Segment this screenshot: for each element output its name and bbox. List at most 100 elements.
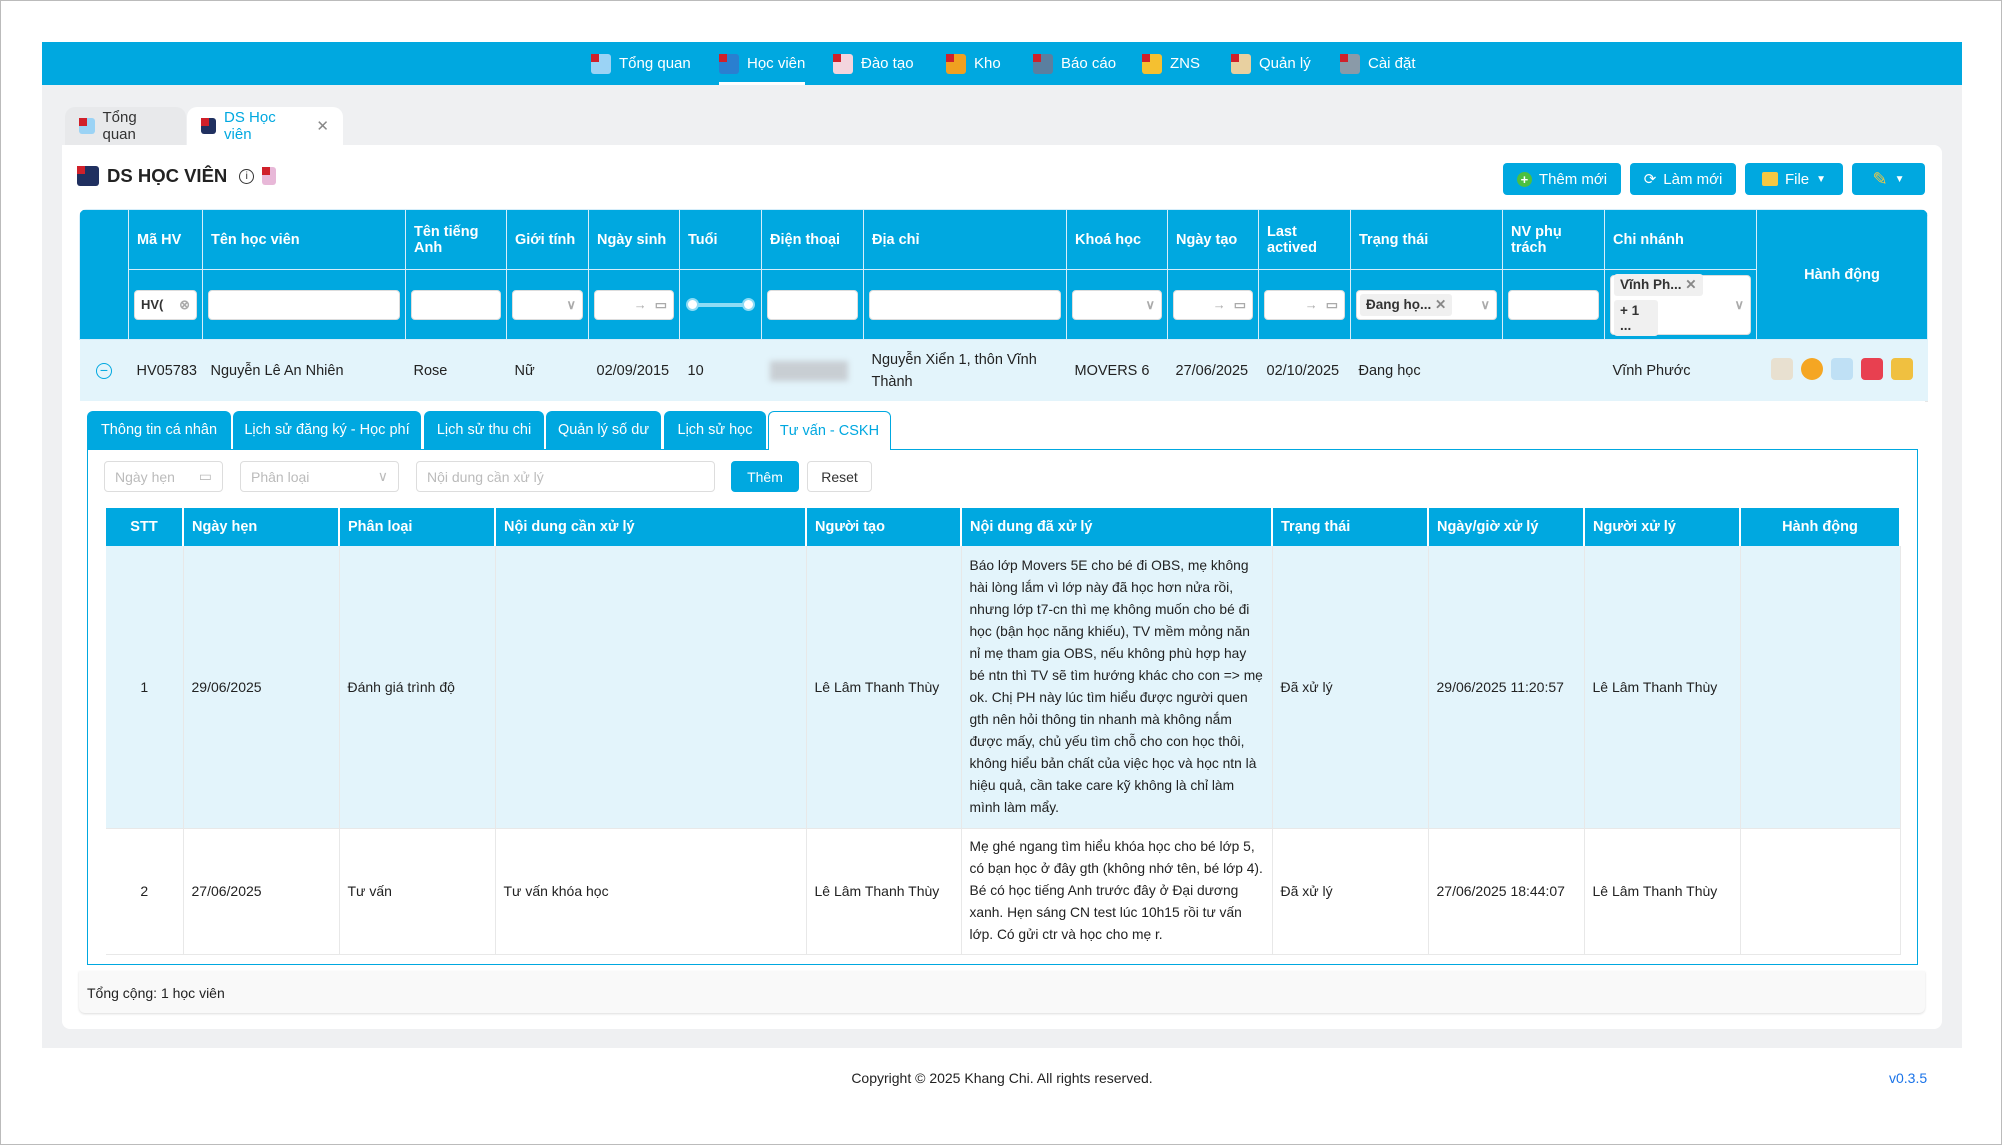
document-icon[interactable] — [1830, 357, 1853, 380]
graduation-cap-icon — [77, 166, 99, 186]
collapse-icon[interactable]: − — [96, 362, 112, 379]
user-icon[interactable] — [262, 167, 277, 185]
subtab-lich-su-dang-ky[interactable]: Lịch sử đăng ký - Học phí — [233, 411, 421, 449]
dia-chi-filter[interactable] — [869, 289, 1061, 320]
col-nguoi-xu-ly: Người xử lý — [1584, 508, 1741, 546]
refresh-icon: ⟳ — [1643, 171, 1657, 188]
col-chi-nhanh[interactable]: Chi nhánh — [1604, 209, 1757, 270]
nav-label: ZNS — [1170, 55, 1200, 72]
col-dien-thoai[interactable]: Điện thoại — [761, 209, 864, 270]
page-title: DS HỌC VIÊN — [107, 165, 228, 186]
cell-nguoi-tao: Lê Lâm Thanh Thùy — [806, 546, 962, 829]
page-tab-ds-hoc-vien[interactable]: DS Học viên ✕ — [187, 107, 343, 145]
refresh-button[interactable]: ⟳ Làm mới — [1630, 163, 1736, 195]
chi-nhanh-filter[interactable]: Vĩnh Ph... ✕ + 1 ... ∨ — [1610, 273, 1751, 336]
subtab-thong-tin[interactable]: Thông tin cá nhân — [87, 411, 231, 449]
ngay-tao-filter[interactable]: → ▭ — [1173, 289, 1253, 320]
cell-khoa-hoc: MOVERS 6 — [1066, 339, 1168, 402]
col-stt: STT — [106, 508, 184, 546]
khoa-hoc-filter[interactable]: ∨ — [1072, 289, 1162, 320]
nav-quan-ly[interactable]: Quản lý — [1231, 42, 1311, 85]
col-nv-phu-trach[interactable]: NV phụ trách — [1502, 209, 1605, 270]
clear-icon[interactable]: ⊗ — [179, 296, 190, 312]
cell-hanh-dong — [1740, 828, 1901, 955]
cell-ngay-gio-xu-ly: 29/06/2025 11:20:57 — [1428, 546, 1585, 829]
nav-zns[interactable]: ZNS — [1142, 42, 1200, 85]
them-button[interactable]: Thêm — [731, 461, 799, 492]
nav-kho[interactable]: Kho — [946, 42, 1001, 85]
info-icon[interactable]: i — [239, 168, 255, 184]
subtab-thu-chi[interactable]: Lịch sử thu chi — [424, 411, 544, 449]
col-ma-hv[interactable]: Mã HV — [128, 209, 203, 270]
file-button[interactable]: File ▼ — [1745, 163, 1843, 195]
cell-tuoi: 10 — [679, 339, 762, 402]
nv-filter[interactable] — [1508, 289, 1599, 320]
more-tags: + 1 ... — [1614, 299, 1658, 336]
branch-tag: Vĩnh Ph... ✕ — [1614, 273, 1703, 296]
nav-bao-cao[interactable]: Báo cáo — [1033, 42, 1116, 85]
table-row[interactable]: 2 27/06/2025 Tư vấn Tư vấn khóa học Lê Lâm T… — [106, 828, 1901, 955]
col-last-actived[interactable]: Last actived — [1258, 209, 1351, 270]
schedule-icon[interactable] — [1890, 357, 1913, 380]
ten-tieng-anh-filter[interactable] — [411, 289, 501, 320]
trang-thai-filter[interactable]: Đang họ... ✕ ∨ — [1356, 289, 1497, 320]
ngay-hen-input[interactable]: Ngày hẹn ▭ — [104, 461, 223, 492]
col-tuoi[interactable]: Tuổi — [679, 209, 762, 270]
sale-icon[interactable] — [1860, 357, 1883, 380]
ma-hv-filter[interactable]: HV(⊗ — [134, 289, 197, 320]
close-icon[interactable]: ✕ — [1685, 276, 1697, 292]
subtab-lich-su-hoc[interactable]: Lịch sử học — [664, 411, 766, 449]
report-icon — [1033, 53, 1053, 74]
reset-button[interactable]: Reset — [807, 461, 872, 492]
calendar-icon: ▭ — [1233, 296, 1246, 312]
table-row[interactable]: 1 29/06/2025 Đánh giá trình độ Lê Lâm Thanh… — [106, 546, 1901, 829]
button-label: Thêm mới — [1538, 170, 1608, 188]
ten-filter[interactable] — [208, 289, 400, 320]
col-ten-tieng-anh[interactable]: Tên tiếng Anh — [405, 209, 507, 270]
cell-ma-hv: HV05783 — [128, 339, 203, 402]
page-tab-tong-quan[interactable]: Tổng quan — [65, 107, 186, 145]
dien-thoai-filter[interactable] — [767, 289, 858, 320]
cell-gioi-tinh: Nữ — [506, 339, 589, 402]
nav-label: Đào tạo — [861, 55, 914, 72]
age-range-slider[interactable] — [686, 297, 755, 312]
payment-icon[interactable] — [1800, 357, 1823, 380]
col-khoa-hoc[interactable]: Khoá học — [1066, 209, 1168, 270]
ngay-sinh-filter[interactable]: → ▭ — [594, 289, 674, 320]
cell-noi-dung-da-xu-ly: Báo lớp Movers 5E cho bé đi OBS, mẹ khôn… — [961, 546, 1273, 829]
col-ngay-sinh[interactable]: Ngày sinh — [588, 209, 680, 270]
cell-noi-dung-can-xu-ly: Tư vấn khóa học — [495, 828, 807, 955]
col-dia-chi[interactable]: Địa chỉ — [863, 209, 1067, 270]
close-icon[interactable]: ✕ — [1435, 296, 1447, 312]
nav-tong-quan[interactable]: Tổng quan — [591, 42, 691, 85]
phan-loai-select[interactable]: Phân loại ∨ — [240, 461, 399, 492]
placeholder: Ngày hẹn — [115, 468, 175, 485]
slider-handle-max[interactable] — [742, 297, 755, 311]
phone-blurred — [769, 360, 848, 381]
nav-hoc-vien[interactable]: Học viên — [719, 42, 806, 85]
slider-handle-min[interactable] — [686, 297, 699, 311]
nav-dao-tao[interactable]: Đào tạo — [833, 42, 914, 85]
version-label: v0.3.5 — [1889, 1070, 1928, 1086]
last-actived-filter[interactable]: → ▭ — [1264, 289, 1345, 320]
col-gioi-tinh[interactable]: Giới tính — [506, 209, 589, 270]
cell-nguoi-xu-ly: Lê Lâm Thanh Thùy — [1584, 828, 1741, 955]
tools-button[interactable]: ✎ ▼ — [1852, 163, 1925, 195]
folder-icon — [1761, 172, 1778, 186]
cell-ngay-tao: 27/06/2025 — [1167, 339, 1259, 402]
noi-dung-input[interactable]: Nội dung cần xử lý — [416, 461, 715, 492]
col-ngay-tao[interactable]: Ngày tạo — [1167, 209, 1259, 270]
close-icon[interactable]: ✕ — [316, 118, 329, 135]
subtab-tu-van-cskh[interactable]: Tư vấn - CSKH — [768, 411, 891, 450]
col-trang-thai[interactable]: Trạng thái — [1350, 209, 1503, 270]
header-row: Mã HV Tên học viên Tên tiếng Anh Giới tí… — [79, 209, 1928, 340]
subtab-so-du[interactable]: Quản lý số dư — [546, 411, 661, 449]
col-ten-hoc-vien[interactable]: Tên học viên — [202, 209, 406, 270]
table-row[interactable]: − HV05783 Nguyễn Lê An Nhiên Rose Nữ 02/… — [79, 339, 1928, 402]
edit-icon[interactable] — [1770, 357, 1793, 380]
add-new-button[interactable]: + Thêm mới — [1503, 163, 1621, 195]
header-row: STT Ngày hẹn Phân loại Nội dung cần xử lý Ng… — [106, 508, 1901, 546]
cell-hanh-dong — [1740, 546, 1901, 829]
nav-cai-dat[interactable]: Cài đặt — [1340, 42, 1416, 85]
gioi-tinh-filter[interactable]: ∨ — [512, 289, 583, 320]
